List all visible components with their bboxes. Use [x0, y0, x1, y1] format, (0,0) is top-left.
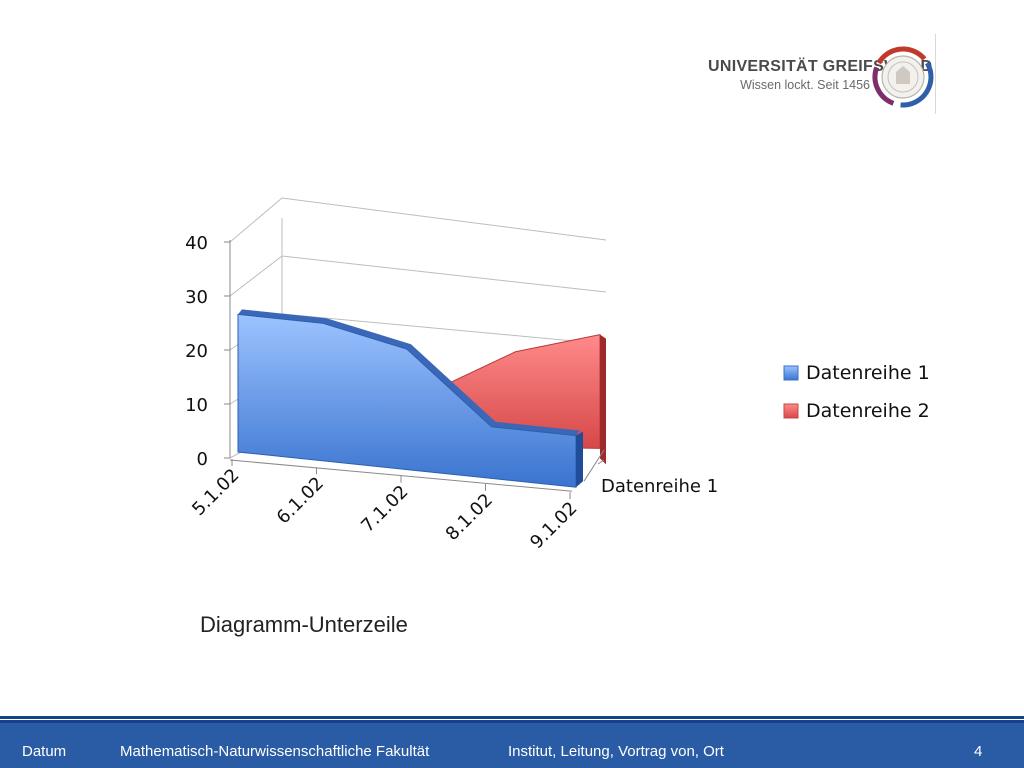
depth-axis-label: Datenreihe 1: [601, 476, 718, 497]
footer-institute: Institut, Leitung, Vortrag von, Ort: [508, 743, 724, 760]
footer-faculty: Mathematisch-Naturwissenschaftliche Faku…: [120, 743, 430, 760]
y-tick-label: 40: [185, 233, 208, 254]
y-tick-label: 0: [197, 449, 208, 470]
footer-page-number: 4: [974, 743, 983, 760]
university-seal-icon: [872, 46, 934, 108]
x-tick-label: 6.1.02: [273, 473, 328, 528]
depth-axis-line: [583, 449, 605, 482]
y-tick-label: 10: [185, 395, 208, 416]
y-tick-label: 20: [185, 341, 208, 362]
legend-swatch-2: [783, 403, 799, 419]
logo-divider: [935, 34, 936, 114]
legend-label-2: Datenreihe 2: [806, 400, 930, 422]
footer-bar: Datum Mathematisch-Naturwissenschaftlich…: [0, 716, 1024, 768]
series-datenreihe-1-side: [576, 431, 583, 488]
depth-tick-mark: [597, 459, 605, 465]
legend-swatch-1: [783, 365, 799, 381]
university-claim: Wissen lockt. Seit 1456: [740, 78, 870, 92]
x-tick-label: 5.1.02: [188, 465, 243, 520]
university-logo: UNIVERSITÄT GREIFSWALD Wissen lockt. Sei…: [700, 36, 940, 116]
chart-caption: Diagramm-Unterzeile: [200, 612, 408, 637]
footer-date: Datum: [22, 743, 67, 760]
x-tick-label: 9.1.02: [526, 498, 581, 553]
legend-label-1: Datenreihe 1: [806, 362, 930, 384]
series-datenreihe-2-side: [600, 334, 606, 465]
y-tick-label: 30: [185, 287, 208, 308]
gridline: [229, 255, 607, 297]
gridline: [229, 197, 607, 243]
x-tick-label: 7.1.02: [357, 481, 412, 536]
area-chart-3d: 0 10 20 30 40 5.1.02 6.1.02 7.1.02 8.1.02 9.1.02 D…: [185, 197, 930, 553]
x-tick-label: 8.1.02: [442, 490, 497, 545]
